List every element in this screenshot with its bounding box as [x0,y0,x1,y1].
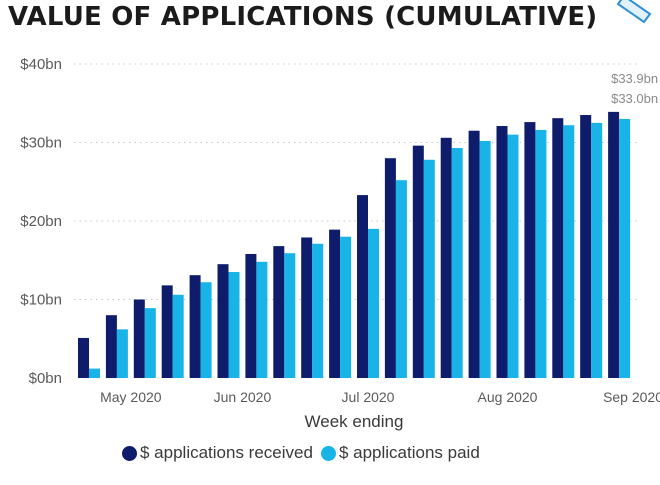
bar-received[interactable] [301,237,313,378]
bar-paid[interactable] [284,253,296,378]
bar-received[interactable] [608,111,620,378]
y-tick-label: $20bn [20,213,62,230]
y-tick-label: $30bn [20,135,62,152]
bar-received[interactable] [552,118,564,378]
bar-paid[interactable] [312,243,324,378]
chart-title: VALUE OF APPLICATIONS (CUMULATIVE) [8,2,598,32]
bar-received[interactable] [78,337,89,378]
y-tick-label: $0bn [29,370,62,387]
legend: $ applications received $ applications p… [122,443,488,463]
bar-received[interactable] [161,285,173,378]
legend-label-received: $ applications received [140,443,313,462]
bar-paid[interactable] [591,122,603,378]
bar-received[interactable] [580,115,592,379]
bar-paid[interactable] [89,368,100,378]
bar-received[interactable] [440,137,452,378]
legend-item-received[interactable]: $ applications received [122,443,313,463]
bar-paid[interactable] [507,134,519,378]
bar-chart: $0bn $10bn $20bn $30bn $40bn May 2020 Jun 2020… [20,56,660,431]
x-tick-label: May 2020 [100,389,162,405]
bar-paid[interactable] [172,294,184,378]
legend-dot-paid [320,445,336,461]
bar-received[interactable] [524,122,536,378]
y-tick-label: $10bn [20,292,62,309]
bar-paid[interactable] [395,180,407,378]
bar-paid[interactable] [368,228,379,378]
bar-paid[interactable] [619,118,631,378]
bar-received[interactable] [384,158,396,378]
legend-dot-received [122,445,137,461]
x-tick-label: Jun 2020 [214,389,272,405]
bar-paid[interactable] [228,272,240,378]
bar-paid[interactable] [340,236,352,378]
x-axis-title: Week ending [305,412,404,431]
bar-received[interactable] [133,299,145,379]
x-tick-label: Sep 2020 [603,389,660,405]
bar-received[interactable] [496,126,508,378]
bar-received[interactable] [105,315,117,378]
data-label-paid: $33.0bn [611,91,658,106]
data-label-received: $33.9bn [611,71,658,86]
bar-paid[interactable] [256,261,268,378]
x-tick-label: Jul 2020 [342,389,395,405]
x-tick-label: Aug 2020 [478,389,538,405]
bar-paid[interactable] [563,125,575,378]
legend-item-paid[interactable]: $ applications paid [320,443,480,463]
bar-received[interactable] [357,195,368,378]
bar-paid[interactable] [116,329,128,378]
bar-received[interactable] [273,246,285,378]
bar-paid[interactable] [451,147,463,378]
bar-received[interactable] [329,229,341,378]
pin-icon[interactable] [614,0,654,24]
bar-received[interactable] [412,145,424,378]
bar-received[interactable] [468,130,480,378]
bar-paid[interactable] [423,159,435,378]
bar-paid[interactable] [200,282,212,378]
bar-paid[interactable] [479,140,491,378]
bar-received[interactable] [189,275,201,378]
bar-paid[interactable] [535,129,547,378]
bar-paid[interactable] [144,308,156,378]
bar-received[interactable] [245,253,257,378]
y-tick-label: $40bn [20,56,62,73]
bar-received[interactable] [217,264,229,378]
legend-label-paid: $ applications paid [338,443,480,462]
